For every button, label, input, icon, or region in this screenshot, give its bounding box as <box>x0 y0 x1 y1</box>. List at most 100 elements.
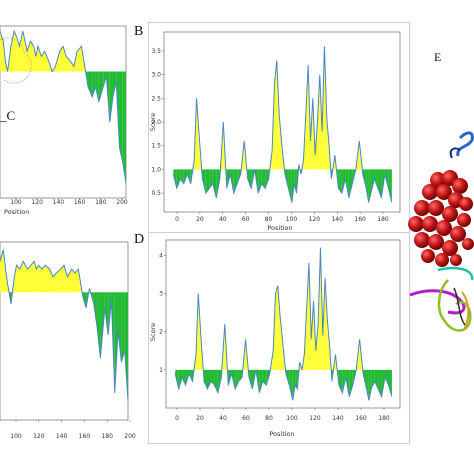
chart-c-area-seg <box>64 265 68 293</box>
chart-c-area-seg <box>71 269 76 293</box>
chart-d-ytick-label: 2 <box>159 329 163 336</box>
chart-b-xtick-label: 140 <box>331 216 343 223</box>
chart-d-area-seg <box>371 369 375 389</box>
chart-b-xtick-label: 160 <box>354 216 366 223</box>
chart-d-ylabel: Score <box>149 323 157 341</box>
chart-c-area-seg <box>3 249 6 293</box>
chart-b-area-seg <box>377 169 382 198</box>
protein-structure-svg <box>408 131 474 332</box>
chart-a-area-seg <box>33 46 36 72</box>
chart-b-area-seg <box>359 140 363 170</box>
chart-d-area-seg <box>207 369 211 389</box>
chart-b-xtick-label: 80 <box>265 216 273 223</box>
chart-a-area-seg <box>98 71 104 102</box>
chart-b-area-seg <box>276 60 280 170</box>
chart-d-svg: 0 20 40 60 80 100 120 140 160 180 1 2 3 4 Position Scor… <box>148 232 410 444</box>
chart-a-area-seg <box>95 71 99 102</box>
chart-d-ytick-label: 1 <box>159 367 163 374</box>
black-strand <box>453 287 467 327</box>
chart-b-area-seg <box>205 169 210 194</box>
chart-d-area-seg <box>368 369 372 401</box>
chart-a-area-seg <box>41 51 45 72</box>
chart-d-xtick-label: 40 <box>219 415 227 422</box>
chart-b-ylabel: Score <box>149 113 157 131</box>
panel-label-b: B <box>134 24 144 39</box>
chart-b-area-seg <box>192 159 195 170</box>
chart-c-area-seg <box>30 261 35 293</box>
chart-b-area-seg <box>279 112 282 170</box>
chart-c-area-seg <box>124 292 128 401</box>
chart-b-ytick-label: 1.5 <box>151 143 161 150</box>
chart-c-area-seg <box>56 269 61 293</box>
chart-c-xtick-label: 200 <box>124 433 136 440</box>
chart-c-series <box>0 249 129 401</box>
chart-d-plot-area <box>165 239 401 409</box>
chart-b-area-seg <box>288 169 292 203</box>
chart-b-area-seg <box>261 169 266 189</box>
chart-c-area-seg <box>45 265 50 293</box>
chart-c-area-seg <box>60 265 64 293</box>
chart-a-area-seg <box>35 46 39 72</box>
chart-d-area-seg <box>292 369 296 401</box>
chart-d-area-seg <box>245 339 249 370</box>
chart-d-ytick-label: 3 <box>159 290 163 297</box>
panel-label-c-partial: _C <box>0 108 16 123</box>
chart-panel-a: 100 120 140 160 180 200 Position <box>0 22 130 220</box>
panel-label-e: E <box>434 50 442 64</box>
chart-d-area-seg <box>204 369 208 389</box>
chart-c-area-seg <box>52 272 57 293</box>
chart-d-area-seg <box>214 369 218 393</box>
chart-b-area-seg <box>258 169 262 194</box>
chart-panel-b: 0 20 40 60 80 100 120 140 160 180 0.5 1.0 1.5 2.0 2.5 3… <box>148 22 410 236</box>
chart-d-series <box>174 247 393 401</box>
chart-c-area-seg <box>49 269 53 293</box>
chart-d-xtick-label: 100 <box>286 415 298 422</box>
cyan-strand <box>437 266 474 281</box>
chart-d-area-seg <box>235 369 239 389</box>
chart-c-area-seg <box>23 261 26 293</box>
chart-c-area-seg <box>16 265 20 293</box>
chart-b-area-seg <box>176 169 181 189</box>
chart-b-area-seg <box>370 169 375 194</box>
chart-a-area-seg <box>0 31 4 72</box>
chart-d-area-seg <box>306 262 309 370</box>
chart-c-area-seg <box>67 269 72 293</box>
chart-c-area-seg <box>36 265 39 293</box>
dark-blue-strand <box>449 147 461 159</box>
chart-c-area-seg <box>118 292 122 362</box>
chart-d-area-seg <box>299 362 303 370</box>
chart-d-area-seg <box>198 293 201 370</box>
chart-d-area-seg <box>325 278 328 370</box>
chart-a-area-seg <box>38 46 42 72</box>
chart-b-ytick-label: 1.0 <box>151 166 161 173</box>
chart-a-svg: 100 120 140 160 180 200 Position <box>0 25 128 216</box>
chart-a-area-seg <box>70 61 74 72</box>
chart-b-area-seg <box>274 60 277 170</box>
chart-d-area-seg <box>262 369 267 386</box>
chart-c-area-seg <box>97 292 101 359</box>
chart-b-area-seg <box>338 169 342 194</box>
chart-b-area-seg <box>366 169 369 203</box>
chart-b-svg: 0 20 40 60 80 100 120 140 160 180 0.5 1.0 1.5 2.0 2.5 3… <box>148 22 410 236</box>
chart-c-line <box>0 249 129 401</box>
chart-d-xtick-label: 180 <box>378 415 390 422</box>
chart-d-xtick-label: 20 <box>196 415 204 422</box>
chart-d-xtick-label: 120 <box>309 415 321 422</box>
chart-a-xtick-label: 160 <box>74 199 86 206</box>
red-atom-cluster <box>408 170 474 267</box>
chart-b-area-seg <box>202 169 206 194</box>
chart-d-xtick-label: 140 <box>332 415 344 422</box>
chart-b-area-seg <box>329 145 331 170</box>
chart-b-xtick-label: 0 <box>175 216 179 223</box>
chart-a-xtick-label: 140 <box>53 199 65 206</box>
chart-b-area-seg <box>265 169 269 189</box>
chart-c-xtick-label: 160 <box>79 433 91 440</box>
chart-d-xtick-label: 160 <box>355 415 367 422</box>
chart-b-xtick-label: 20 <box>196 216 204 223</box>
chart-b-area-seg <box>247 169 252 189</box>
chart-d-xtick-label: 0 <box>175 415 179 422</box>
chart-d-area-seg <box>374 369 379 389</box>
chart-a-xtick-label: 100 <box>10 199 22 206</box>
chart-d-area-seg <box>277 285 281 370</box>
chart-a-area-seg <box>44 51 49 72</box>
